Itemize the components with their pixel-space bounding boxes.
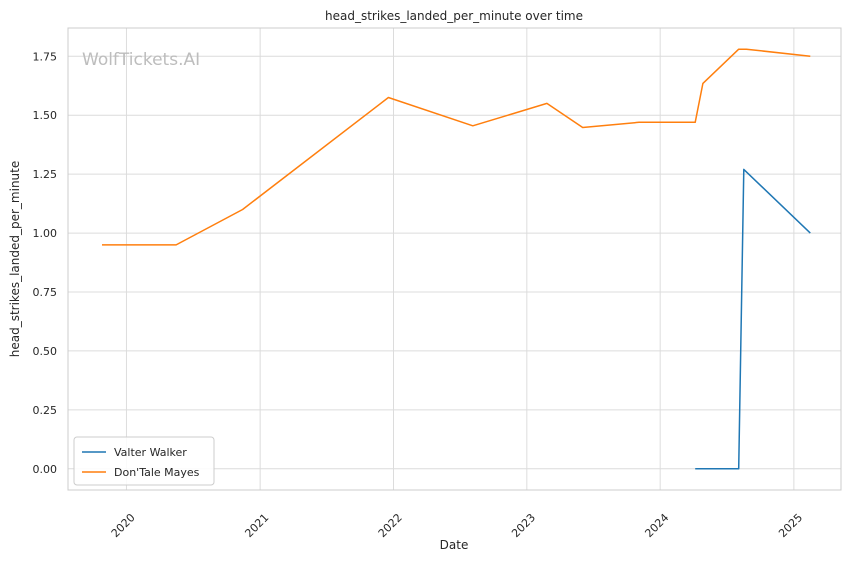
watermark: WolfTickets.AI <box>82 50 200 70</box>
plot-frame <box>67 27 842 491</box>
y-tick-labels: 0.00 0.25 0.50 0.75 1.00 1.25 1.50 1.75 <box>33 50 58 476</box>
legend-label: Valter Walker <box>114 446 187 459</box>
series-line <box>695 168 811 470</box>
y-tick-label: 0.25 <box>33 404 58 417</box>
x-tick-label: 2020 <box>109 511 138 540</box>
y-tick-label: 0.75 <box>33 286 58 299</box>
x-tick-label: 2024 <box>642 511 671 540</box>
x-tick-label: 2023 <box>509 511 538 540</box>
y-tick-label: 0.50 <box>33 345 58 358</box>
legend-box <box>73 436 215 486</box>
y-tick-label: 1.25 <box>33 168 58 181</box>
chart-title: head_strikes_landed_per_minute over time <box>325 9 583 23</box>
y-axis-label: head_strikes_landed_per_minute <box>8 161 22 358</box>
grid <box>68 28 841 490</box>
y-tick-label: 1.00 <box>33 227 58 240</box>
series-lines <box>102 48 811 470</box>
legend: Valter Walker Don'Tale Mayes <box>73 436 215 486</box>
x-tick-label: 2021 <box>242 511 271 540</box>
series-line <box>102 48 811 246</box>
y-tick-label: 0.00 <box>33 463 58 476</box>
y-tick-label: 1.50 <box>33 109 58 122</box>
x-tick-label: 2022 <box>376 511 405 540</box>
x-tick-label: 2025 <box>776 511 805 540</box>
x-axis-label: Date <box>440 538 469 552</box>
y-tick-label: 1.75 <box>33 50 58 63</box>
x-tick-labels: 2020 2021 2022 2023 2024 2025 <box>109 511 805 540</box>
legend-label: Don'Tale Mayes <box>114 466 200 479</box>
